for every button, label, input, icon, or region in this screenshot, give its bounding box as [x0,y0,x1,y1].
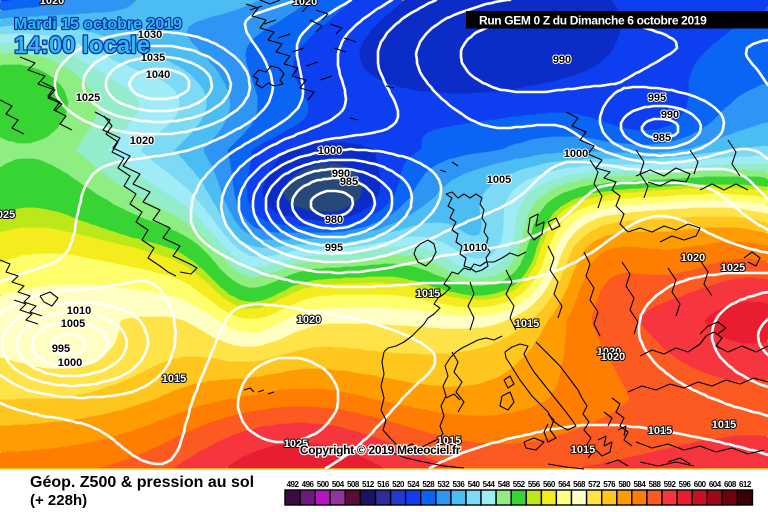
svg-text:540: 540 [468,480,481,489]
svg-text:1015: 1015 [437,435,461,447]
svg-text:524: 524 [407,480,420,489]
svg-text:600: 600 [694,480,707,489]
svg-text:1025: 1025 [0,209,15,221]
svg-text:1025: 1025 [76,92,100,104]
svg-text:1000: 1000 [564,148,588,160]
svg-text:1005: 1005 [487,174,511,186]
svg-text:580: 580 [618,480,631,489]
svg-text:576: 576 [603,480,616,489]
svg-text:995: 995 [52,343,70,355]
svg-text:612: 612 [739,480,752,489]
svg-text:980: 980 [325,214,343,226]
svg-text:604: 604 [709,480,722,489]
svg-text:536: 536 [452,480,465,489]
svg-text:990: 990 [661,109,679,121]
svg-text:512: 512 [362,480,375,489]
svg-text:985: 985 [653,132,671,144]
svg-text:1015: 1015 [416,288,440,300]
svg-text:584: 584 [633,480,646,489]
svg-text:1010: 1010 [463,242,487,254]
svg-text:1010: 1010 [67,305,91,317]
svg-text:1020: 1020 [130,135,154,147]
svg-text:990: 990 [332,168,350,180]
svg-text:1025: 1025 [284,438,308,450]
svg-text:995: 995 [648,92,666,104]
svg-text:592: 592 [664,480,677,489]
svg-text:492: 492 [287,480,300,489]
svg-text:1035: 1035 [141,52,165,64]
svg-text:596: 596 [679,480,692,489]
svg-text:588: 588 [649,480,662,489]
svg-text:Copyright © 2019 Meteociel.fr: Copyright © 2019 Meteociel.fr [300,443,461,457]
svg-text:Run GEM 0 Z du Dimanche 6 octo: Run GEM 0 Z du Dimanche 6 octobre 2019 [479,14,707,28]
svg-text:508: 508 [347,480,360,489]
svg-text:504: 504 [332,480,345,489]
svg-text:1030: 1030 [138,29,162,41]
svg-text:1020: 1020 [681,252,705,264]
svg-text:14:00 locale: 14:00 locale [14,32,150,59]
svg-text:556: 556 [528,480,541,489]
svg-text:1000: 1000 [318,145,342,157]
svg-text:608: 608 [724,480,737,489]
svg-text:985: 985 [340,176,358,188]
svg-text:1040: 1040 [146,69,170,81]
svg-text:500: 500 [317,480,330,489]
svg-text:1020: 1020 [297,314,321,326]
svg-text:1015: 1015 [162,373,186,385]
svg-text:496: 496 [302,480,315,489]
svg-text:552: 552 [513,480,526,489]
svg-text:1015: 1015 [648,425,672,437]
svg-text:1020: 1020 [40,0,64,7]
svg-text:532: 532 [437,480,450,489]
svg-text:516: 516 [377,480,390,489]
svg-text:560: 560 [543,480,556,489]
svg-text:520: 520 [392,480,405,489]
svg-text:1015: 1015 [571,444,595,456]
svg-text:1015: 1015 [515,318,539,330]
svg-text:1005: 1005 [61,318,85,330]
svg-text:548: 548 [498,480,511,489]
svg-text:990: 990 [553,54,571,66]
svg-text:528: 528 [422,480,435,489]
svg-text:1015: 1015 [712,419,736,431]
svg-text:564: 564 [558,480,571,489]
svg-text:1025: 1025 [721,262,745,274]
svg-text:544: 544 [483,480,496,489]
svg-text:Mardi 15 octobre 2019: Mardi 15 octobre 2019 [14,16,182,33]
svg-text:995: 995 [325,242,343,254]
svg-text:568: 568 [573,480,586,489]
svg-text:1000: 1000 [58,357,82,369]
svg-text:572: 572 [588,480,601,489]
svg-text:1020: 1020 [601,351,625,363]
svg-text:1020: 1020 [293,0,317,8]
svg-text:1020: 1020 [597,346,621,358]
